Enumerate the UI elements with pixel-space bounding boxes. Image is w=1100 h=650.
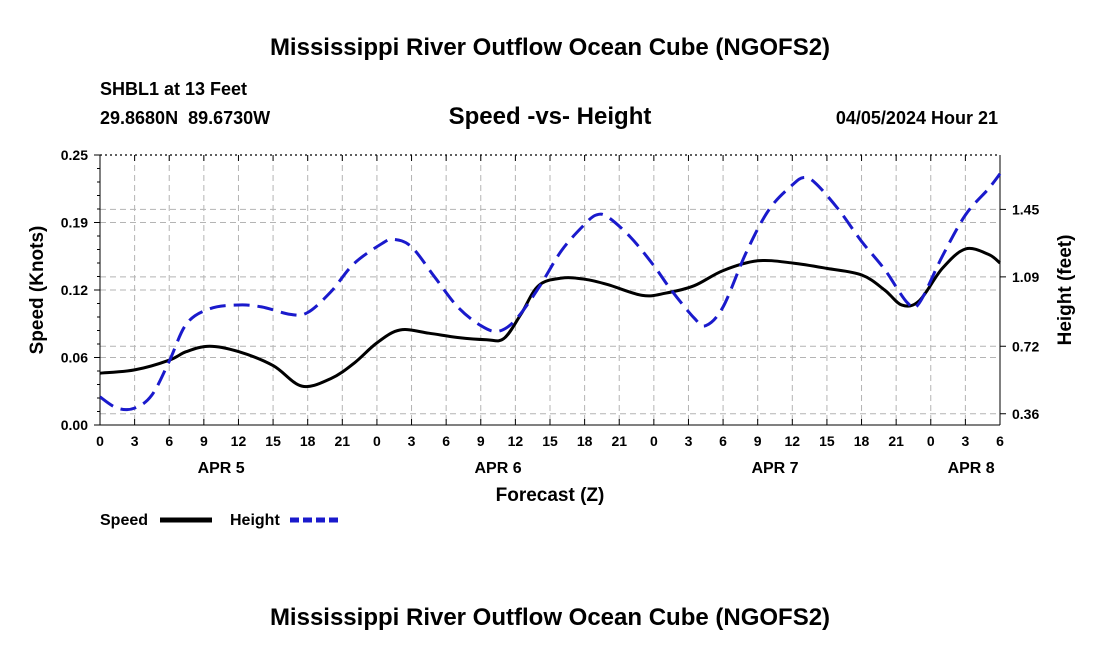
y2-tick-label-1: 0.72 [1012,338,1039,354]
y-tick-label-1: 0.06 [61,350,88,366]
x-tick-label-16: 0 [650,433,658,449]
legend: Speed Height [100,512,342,529]
x-tick-label-6: 18 [300,433,316,449]
x-tick-label-17: 3 [685,433,693,449]
series-line-speed [99,246,1001,389]
x-tick-label-12: 12 [508,433,524,449]
x-tick-label-24: 0 [927,433,935,449]
x-tick-label-7: 21 [335,433,351,449]
day-label-3: APR 8 [948,460,995,477]
forecast-timestamp: 04/05/2024 Hour 21 [836,108,998,128]
x-tick-label-3: 9 [200,433,208,449]
day-label-0: APR 5 [198,460,245,477]
x-tick-label-1: 3 [131,433,139,449]
x-tick-label-23: 21 [888,433,904,449]
y-tick-label-4: 0.25 [61,147,88,163]
station-coordinates: 29.8680N 89.6730W [100,108,270,128]
chart-title: Speed -vs- Height [449,103,652,130]
x-tick-label-8: 0 [373,433,381,449]
y2-tick-label-0: 0.36 [1012,406,1039,422]
x-tick-label-25: 3 [961,433,969,449]
x-tick-label-15: 21 [611,433,627,449]
y2-tick-label-2: 1.09 [1012,269,1039,285]
x-axis-label: Forecast (Z) [496,485,605,506]
y-tick-label-2: 0.12 [61,282,88,298]
plot-series [99,172,1002,412]
footer-title: Mississippi River Outflow Ocean Cube (NG… [270,604,830,631]
x-tick-label-14: 18 [577,433,593,449]
day-label-2: APR 7 [751,460,798,477]
x-tick-label-19: 9 [754,433,762,449]
x-tick-label-20: 12 [785,433,801,449]
legend-label-speed: Speed [100,512,148,529]
x-tick-label-0: 0 [96,433,104,449]
y-axis-label: Speed (Knots) [27,226,48,355]
plot-grid [100,155,1000,425]
x-tick-label-4: 12 [231,433,247,449]
x-tick-label-9: 3 [408,433,416,449]
day-label-1: APR 6 [475,460,522,477]
axis-ticks: 0 3 6 9 12 15 18 21 0 3 6 9 12 15 18 21 0 3 6 9 12 15 18 21 0 3 6A… [61,147,1040,477]
series-line-height [99,172,1002,412]
legend-label-height: Height [230,512,280,529]
x-tick-label-18: 6 [719,433,727,449]
x-tick-label-26: 6 [996,433,1004,449]
y2-tick-label-3: 1.45 [1012,201,1039,217]
x-tick-label-13: 15 [542,433,558,449]
page-title: Mississippi River Outflow Ocean Cube (NG… [270,34,830,61]
x-tick-label-21: 15 [819,433,835,449]
y-tick-label-3: 0.19 [61,215,88,231]
x-tick-label-10: 6 [442,433,450,449]
y-tick-label-0: 0.00 [61,417,88,433]
y2-axis-label: Height (feet) [1055,235,1076,346]
x-tick-label-5: 15 [265,433,281,449]
x-tick-label-11: 9 [477,433,485,449]
x-tick-label-22: 18 [854,433,870,449]
x-tick-label-2: 6 [165,433,173,449]
station-name: SHBL1 at 13 Feet [100,79,247,99]
